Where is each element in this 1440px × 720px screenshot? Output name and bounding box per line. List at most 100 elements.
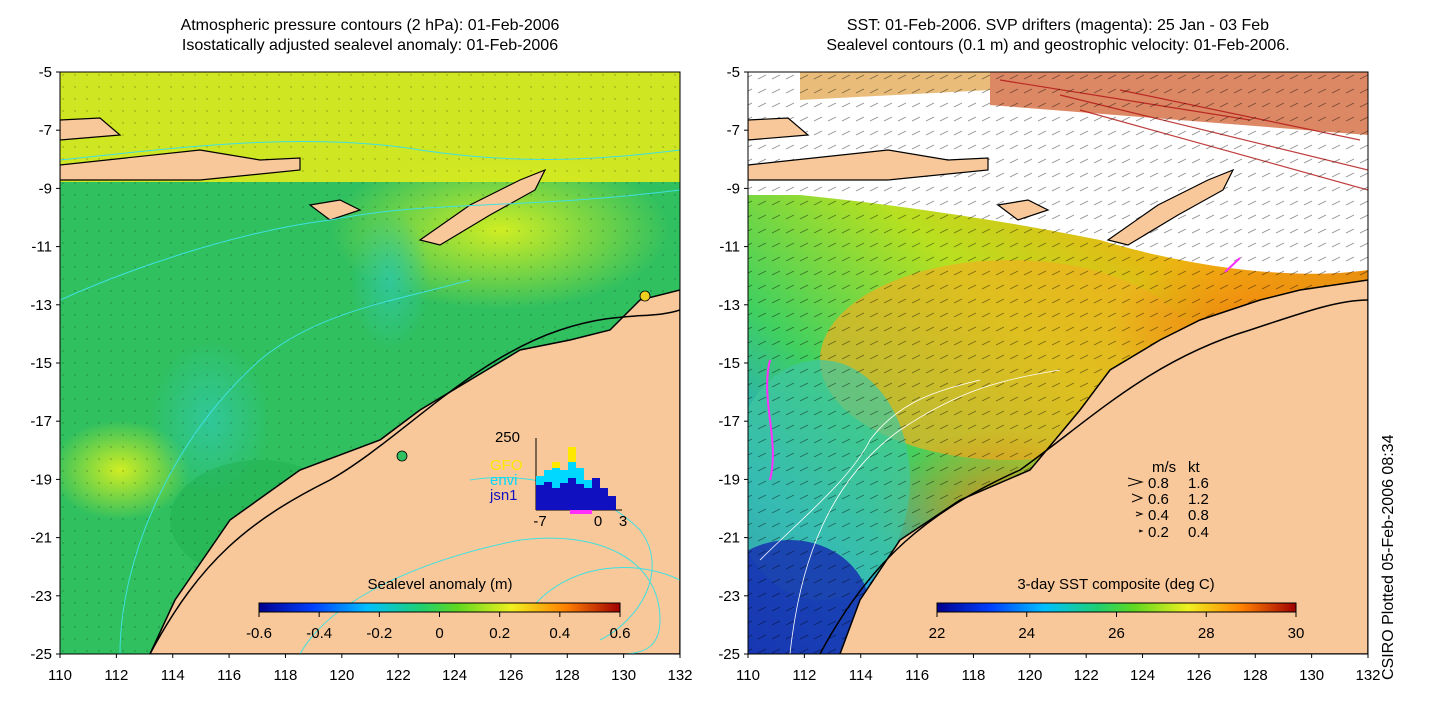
velocity-legend-ms: 0.6 xyxy=(1148,491,1169,508)
colorbar-tick-label: 26 xyxy=(1108,625,1125,642)
left-map-island-timor xyxy=(418,168,547,246)
right-map-island-java xyxy=(748,117,810,141)
y-tick-label: -23 xyxy=(718,588,740,605)
histogram-bar xyxy=(568,462,576,478)
left-title-line1: Atmospheric pressure contours (2 hPa): 0… xyxy=(180,17,560,34)
right-map-island-timor xyxy=(1106,168,1235,246)
histogram-bar xyxy=(576,484,584,510)
velocity-legend-ms-header: m/s xyxy=(1152,459,1176,476)
right-map-sealevel-contour-2 xyxy=(759,379,981,561)
x-tick-label: 130 xyxy=(611,667,636,684)
left-map-island-chain-west xyxy=(60,149,301,181)
left-map-shelf-contour xyxy=(149,309,680,654)
left-map-pressure-contour-4 xyxy=(299,537,661,654)
x-tick-label: 124 xyxy=(442,667,467,684)
x-tick-label: 110 xyxy=(48,667,72,684)
sst-colorbar: 3-day SST composite (deg C) 22 24 26 28 30 xyxy=(929,576,1305,642)
sealevel-colorbar: Sealevel anomaly (m) -0.6 -0.4 -0.2 0 0.2 0.4… xyxy=(246,576,630,642)
right-title-line1: SST: 01-Feb-2006. SVP drifters (magenta)… xyxy=(846,17,1270,34)
y-tick-label: -19 xyxy=(30,471,52,488)
left-y-axis: -5 -7 -9 -11 -13 -15 -17 -19 -21 -23 -25 xyxy=(30,64,60,663)
histogram-bar xyxy=(536,476,544,485)
colorbar-tick-label: -0.2 xyxy=(366,625,392,642)
histogram-bar xyxy=(600,488,608,510)
velocity-legend-kt: 1.2 xyxy=(1188,491,1209,508)
left-map-pressure-contour-1 xyxy=(60,189,680,301)
histogram-x-label: -7 xyxy=(533,513,546,530)
left-map-marker-green xyxy=(396,450,408,462)
right-map-drifter-track-1 xyxy=(766,359,774,481)
x-tick-label: 130 xyxy=(1299,667,1324,684)
right-map-sealevel-contour-1 xyxy=(789,369,1061,654)
x-tick-label: 114 xyxy=(161,667,185,684)
right-x-axis: 110 112 114 116 118 120 122 124 126 128 130 132 xyxy=(736,654,1381,684)
sealevel-colorbar-title: Sealevel anomaly (m) xyxy=(367,576,512,593)
histogram-bar xyxy=(552,468,560,488)
right-map-shelf-contour xyxy=(819,299,1368,654)
left-map-australia-land xyxy=(149,289,680,654)
left-map-title: Atmospheric pressure contours (2 hPa): 0… xyxy=(60,16,680,56)
x-tick-label: 120 xyxy=(329,667,354,684)
histogram-ymax-label: 250 xyxy=(495,429,520,446)
y-tick-label: -21 xyxy=(718,530,740,547)
x-tick-label: 114 xyxy=(849,667,873,684)
y-tick-label: -15 xyxy=(718,355,740,372)
right-map-drifter-track-2 xyxy=(1224,257,1241,273)
colorbar-tick-label: 28 xyxy=(1198,625,1215,642)
histogram-bar xyxy=(568,478,576,510)
histogram-legend-envi: envi xyxy=(490,472,518,489)
velocity-legend-arrow xyxy=(1135,511,1144,517)
histogram-bar xyxy=(576,468,584,484)
x-tick-label: 110 xyxy=(736,667,760,684)
left-map-island-java xyxy=(60,117,122,141)
velocity-legend-arrow xyxy=(1131,493,1144,503)
x-tick-label: 120 xyxy=(1017,667,1042,684)
y-tick-label: -25 xyxy=(30,646,52,663)
left-sealevel-map xyxy=(60,72,680,654)
y-tick-label: -7 xyxy=(727,122,740,139)
x-tick-label: 132 xyxy=(667,667,692,684)
histogram-bar xyxy=(584,488,592,510)
histogram-x-label: 0 xyxy=(594,513,602,530)
right-map-island-sumba xyxy=(996,199,1050,221)
colorbar-tick-label: 30 xyxy=(1288,625,1305,642)
sst-colorbar-ramp xyxy=(936,602,1297,613)
colorbar-tick-label: 22 xyxy=(929,625,946,642)
y-tick-label: -25 xyxy=(718,646,740,663)
left-title-line2: Isostatically adjusted sealevel anomaly:… xyxy=(181,37,559,54)
y-tick-label: -13 xyxy=(30,297,52,314)
velocity-legend-ms: 0.4 xyxy=(1148,507,1169,524)
left-map-pressure-contour-3 xyxy=(60,140,680,161)
velocity-legend-arrow xyxy=(1138,529,1144,533)
left-map-pressure-contour-5 xyxy=(469,477,653,641)
velocity-legend-kt-header: kt xyxy=(1188,459,1201,476)
x-tick-label: 132 xyxy=(1355,667,1380,684)
x-tick-label: 112 xyxy=(792,667,816,684)
x-tick-label: 124 xyxy=(1130,667,1155,684)
y-tick-label: -15 xyxy=(30,355,52,372)
velocity-legend-kt: 1.6 xyxy=(1188,475,1209,492)
y-tick-label: -21 xyxy=(30,530,52,547)
velocity-legend-ms: 0.2 xyxy=(1148,524,1169,541)
histogram-legend-jsn1: jsn1 xyxy=(489,487,518,504)
colorbar-tick-label: 24 xyxy=(1018,625,1035,642)
histogram-legend-gfo: GFO xyxy=(490,457,523,474)
left-map-island-sumba xyxy=(308,199,362,221)
right-map-australia-land xyxy=(839,279,1368,654)
right-map-island-chain-west xyxy=(748,149,989,181)
left-x-axis: 110 112 114 116 118 120 122 124 126 128 130 132 xyxy=(48,654,693,684)
x-tick-label: 116 xyxy=(905,667,929,684)
y-tick-label: -9 xyxy=(39,180,52,197)
y-tick-label: -13 xyxy=(718,297,740,314)
histogram-bar xyxy=(544,482,552,510)
colorbar-tick-label: -0.6 xyxy=(246,625,272,642)
y-tick-label: -7 xyxy=(39,122,52,139)
histogram-bar xyxy=(544,470,552,482)
y-tick-label: -5 xyxy=(39,64,52,81)
y-tick-label: -5 xyxy=(727,64,740,81)
left-map-marker-yellow xyxy=(639,290,651,302)
y-tick-label: -17 xyxy=(718,413,740,430)
x-tick-label: 126 xyxy=(1186,667,1211,684)
histogram-bar xyxy=(536,485,544,510)
